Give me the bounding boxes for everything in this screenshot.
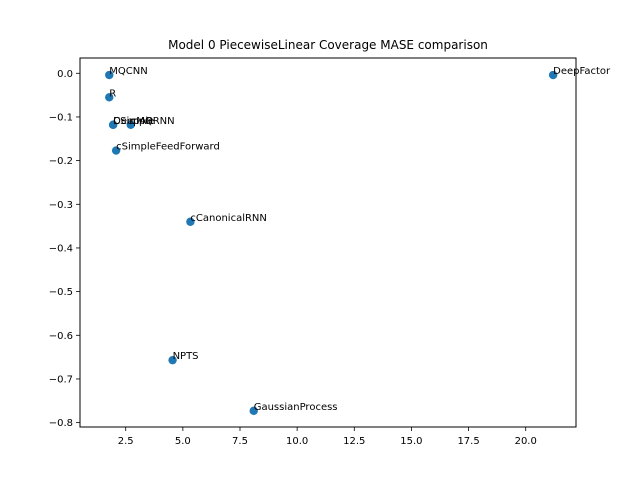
y-tick-label: −0.6	[49, 331, 73, 342]
y-tick-label: −0.4	[49, 243, 73, 254]
data-point-label: GaussianProcess	[254, 402, 338, 413]
y-tick-label: −0.2	[49, 156, 73, 167]
x-tick-label: 7.5	[232, 436, 248, 447]
y-tick-label: 0.0	[57, 69, 73, 80]
x-tick-label: 12.5	[343, 436, 365, 447]
data-point	[548, 70, 558, 80]
x-tick-label: 10.0	[286, 436, 308, 447]
y-tick-label: −0.7	[49, 374, 73, 385]
y-tick-label: −0.1	[49, 112, 73, 123]
data-point-label: cSimpleFeedForward	[116, 142, 220, 153]
data-point-label: cMQRNN	[131, 116, 175, 127]
x-tick-label: 2.5	[118, 436, 134, 447]
data-point-label: DeepAR	[113, 116, 153, 127]
data-point-label: CSimple	[113, 116, 154, 127]
y-tick-label: −0.5	[49, 287, 73, 298]
data-point	[105, 93, 114, 102]
data-point	[108, 120, 118, 130]
x-tick-label: 17.5	[457, 436, 479, 447]
data-point-label: NPTS	[173, 351, 199, 362]
y-tick-label: −0.3	[49, 200, 73, 211]
x-tick-label: 5.0	[175, 436, 191, 447]
y-tick-label: −0.8	[49, 418, 73, 429]
data-point	[105, 70, 114, 80]
data-point	[111, 146, 121, 155]
data-point	[168, 355, 177, 365]
x-tick-label: 20.0	[515, 436, 537, 447]
data-point	[186, 217, 195, 226]
data-point-label: R	[109, 88, 116, 99]
data-point	[249, 406, 258, 416]
data-point	[126, 120, 135, 130]
x-axis: 2.5 5.0 7.5 10.0 12.5 15.0 17.5 20.0	[118, 427, 537, 447]
plot-frame	[79, 57, 577, 428]
y-axis: 0.0 −0.1 −0.2 −0.3 −0.4 −0.5 −0.6 −0.7 −0.8	[49, 69, 80, 429]
points-layer	[105, 70, 558, 416]
x-tick-label: 15.0	[400, 436, 422, 447]
data-point-label: MQCNN	[109, 66, 147, 77]
chart-title: Model 0 PiecewiseLinear Coverage MASE co…	[168, 38, 488, 52]
data-point-label: cCanonicalRNN	[190, 213, 267, 224]
data-point-label: DeepFactor	[553, 66, 611, 77]
